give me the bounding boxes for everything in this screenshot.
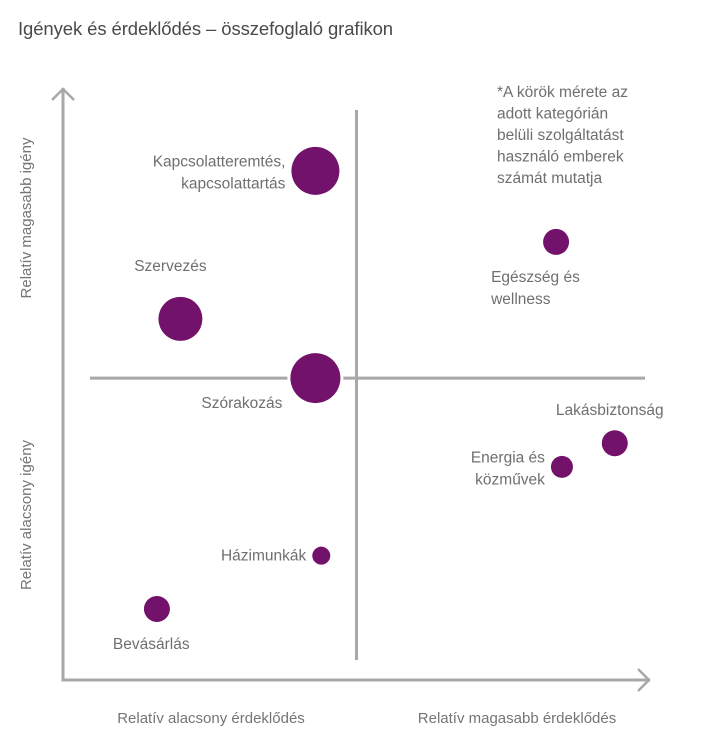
x-axis-label-low: Relatív alacsony érdeklődés (117, 710, 305, 727)
bubble-label: wellness (490, 291, 551, 308)
bubble-label: Szervezés (134, 258, 207, 275)
y-axis-label-low: Relatív alacsony igény (18, 439, 35, 590)
axes (51, 87, 651, 692)
size-annotation: *A körök mérete az adott kategórián belüli… (497, 84, 628, 187)
bubble-label: Házimunkák (221, 548, 307, 565)
bubble-label: Kapcsolatteremtés, (153, 153, 286, 170)
bubble-label: Lakásbiztonság (556, 402, 664, 419)
bubble-0 (291, 146, 340, 195)
bubble-2 (290, 353, 341, 404)
bubble-3 (543, 228, 570, 255)
bubbles (140, 143, 631, 625)
bubble-label: Szórakozás (201, 395, 282, 412)
y-axis-label-high: Relatív magasabb igény (18, 137, 35, 298)
annotation-line: belüli szolgáltatást (497, 127, 624, 144)
x-axis-label-high: Relatív magasabb érdeklődés (418, 710, 616, 727)
bubble-1 (158, 296, 203, 341)
annotation-line: használó emberek (497, 149, 624, 166)
bubble-6 (312, 546, 331, 565)
bubble-label: közművek (475, 471, 545, 488)
bubble-5 (550, 455, 573, 478)
y-axis-arrow-icon (51, 87, 75, 101)
bubble-label: Bevásárlás (113, 636, 190, 653)
bubble-4 (601, 430, 628, 457)
bubble-label: Egészség és (491, 269, 580, 286)
bubble-labels: Kapcsolatteremtés, kapcsolattartás Szervez… (113, 153, 664, 653)
bubble-7 (143, 595, 170, 622)
chart-title: Igények és érdeklődés – összefoglaló gra… (18, 18, 393, 39)
annotation-line: adott kategórián (497, 106, 608, 123)
x-axis-arrow-icon (637, 668, 651, 692)
quadrant-dividers (90, 110, 645, 660)
axis-labels: Relatív alacsony érdeklődés Relatív magas… (18, 137, 616, 727)
bubble-label: Energia és (471, 449, 545, 466)
annotation-line: számát mutatja (497, 170, 602, 187)
annotation-line: *A körök mérete az (497, 84, 628, 101)
bubble-label: kapcsolattartás (181, 175, 285, 192)
